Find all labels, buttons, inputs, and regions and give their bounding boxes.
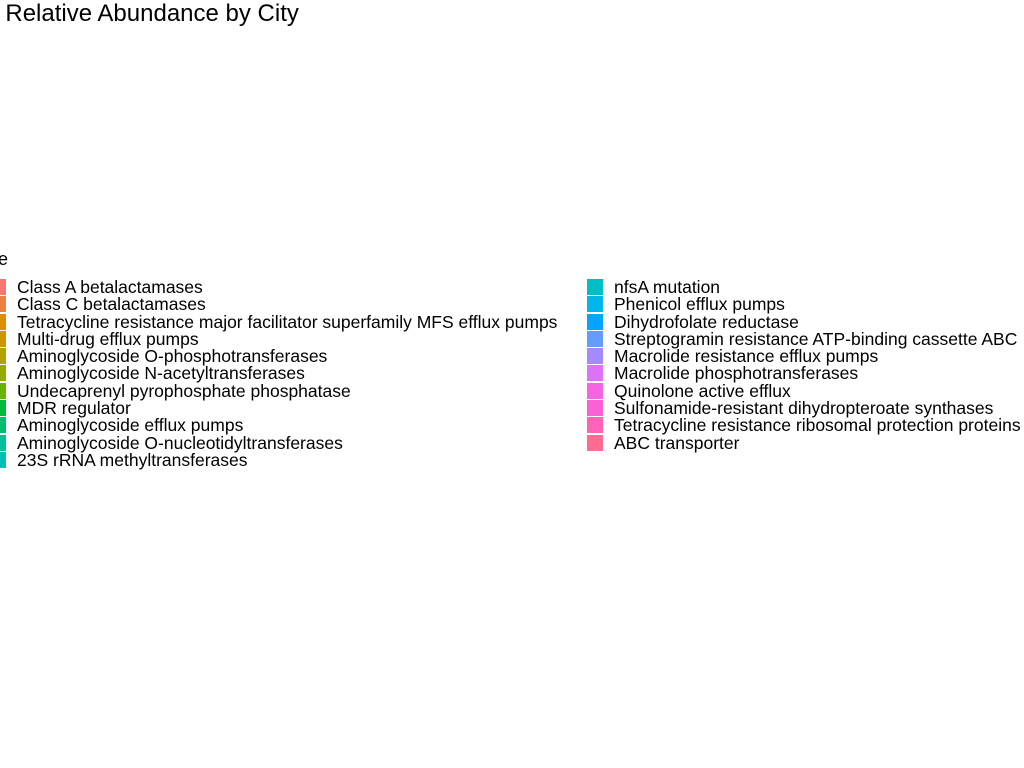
legend-title: Name [0,249,9,269]
legend-entry-label: Dihydrofolate reductase [614,311,799,332]
legend-key-swatch [587,279,603,295]
legend-entry-label: Aminoglycoside efflux pumps [17,415,244,436]
legend-key-swatch [587,330,603,347]
legend-entry-label: Tetracycline resistance major facilitato… [17,311,558,332]
legend-key-swatch [0,296,6,313]
legend-key-swatch [587,296,603,313]
legend-entry-label: 23S rRNA methyltransferases [17,449,248,470]
legend-entry-label: MDR regulator [17,398,131,419]
legend-key-swatch [587,400,603,417]
legend-entry-label: Phenicol efflux pumps [614,294,785,315]
legend-key-swatch [587,348,603,365]
chart-title: Mechanism Relative Abundance by City [0,0,299,27]
legend-entry-label: Sulfonamide-resistant dihydropteroate sy… [614,398,994,419]
legend-key-swatch [587,382,603,399]
legend-key-swatch [0,400,6,417]
legend-entry-label: Aminoglycoside O-nucleotidyltransferases [17,432,343,453]
legend-entry-label: Undecaprenyl pyrophosphate phosphatase [17,380,351,401]
legend-entry-label: Macrolide resistance efflux pumps [614,346,879,367]
legend-key-swatch [0,330,6,347]
legend-key-swatch [0,365,6,382]
legend-key-swatch [0,417,6,434]
legend-key-swatch [0,348,6,365]
legend-key-swatch [0,313,6,330]
legend-key-swatch [587,434,603,451]
legend-key-swatch [0,279,6,295]
legend-key-swatch [587,365,603,382]
legend-entry-label: Class A betalactamases [17,277,203,297]
legend-entry-label: Quinolone active efflux [614,380,791,401]
legend-entry-label: Class C betalactamases [17,294,206,315]
legend-entry-label: Macrolide phosphotransferases [614,363,859,384]
legend-key-swatch [0,382,6,399]
legend-key-swatch [0,451,6,468]
legend-key-swatch [587,313,603,330]
legend-entry-label: nfsA mutation [614,277,721,297]
legend-key-swatch [0,434,6,451]
legend-entry-label: Multi-drug efflux pumps [17,328,199,349]
legend-entry-label: ABC transporter [614,432,740,453]
legend-entry-label: Tetracycline resistance ribosomal protec… [614,415,1021,436]
legend-key-swatch [587,417,603,434]
legend-entry-label: Streptogramin resistance ATP-binding cas… [614,328,1018,349]
legend-entry-label: Aminoglycoside N-acetyltransferases [17,363,305,384]
legend-entry-label: Aminoglycoside O-phosphotransferases [17,346,328,367]
